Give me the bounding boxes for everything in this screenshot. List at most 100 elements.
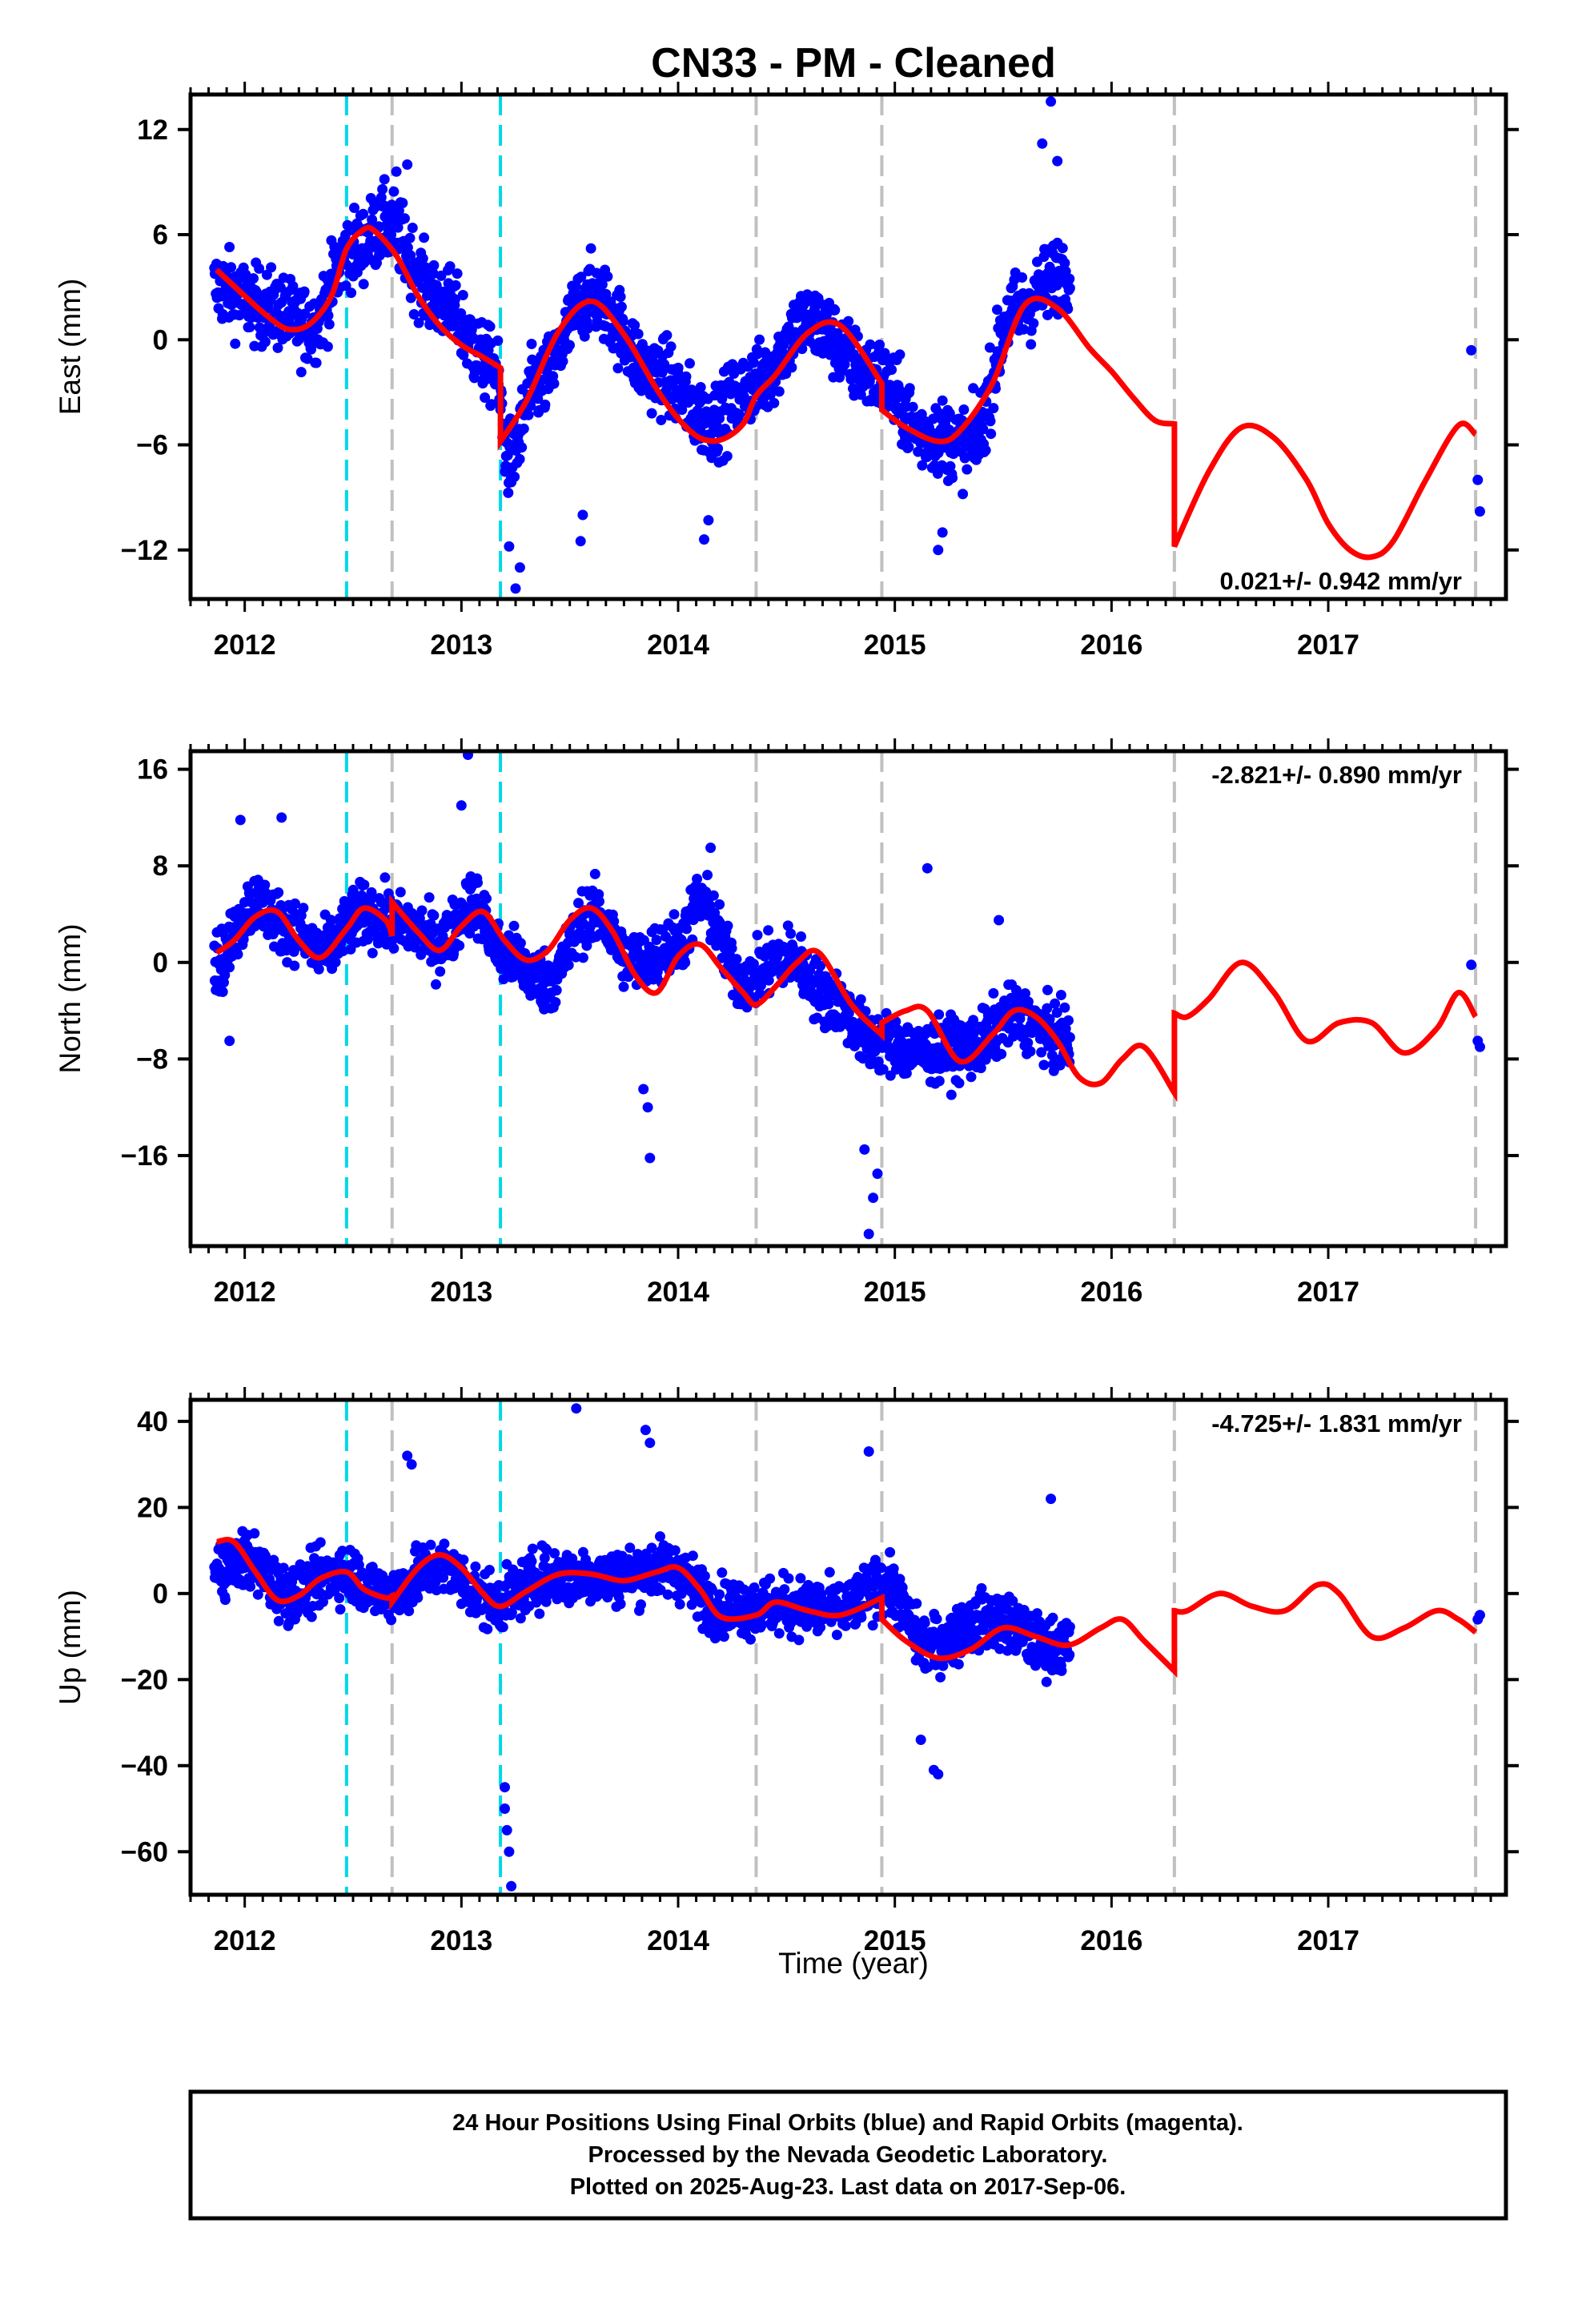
data-point (509, 471, 520, 482)
data-point (856, 1612, 867, 1623)
data-point (840, 1620, 851, 1631)
data-point (481, 893, 492, 904)
data-point (877, 1063, 889, 1075)
data-point (703, 515, 714, 526)
data-point (726, 943, 737, 954)
data-point (575, 536, 586, 547)
data-point (514, 562, 525, 573)
data-point (815, 960, 826, 971)
data-point (831, 1630, 842, 1640)
data-point (379, 174, 390, 185)
x-tick-label: 2014 (647, 1277, 709, 1308)
data-point (932, 468, 943, 479)
data-point (655, 1531, 665, 1542)
data-point (673, 362, 684, 373)
data-point (315, 1587, 326, 1598)
data-point (687, 1550, 698, 1562)
data-point (934, 1076, 945, 1087)
data-point (674, 1598, 685, 1610)
data-point (259, 336, 271, 348)
velocity-label: 0.021+/- 0.942 mm/yr (1220, 567, 1462, 595)
x-tick-label: 2013 (430, 629, 492, 661)
data-point (1037, 138, 1048, 149)
data-point (359, 879, 370, 891)
data-point (362, 934, 373, 945)
data-point (266, 262, 277, 273)
data-point (379, 872, 391, 883)
data-point (407, 223, 418, 233)
data-point (573, 898, 584, 909)
data-point (722, 920, 733, 931)
data-point (1018, 324, 1030, 335)
data-point (721, 451, 733, 462)
data-point (550, 997, 561, 1007)
data-point (876, 1562, 887, 1574)
data-point (731, 954, 742, 965)
data-point (224, 962, 235, 973)
data-point (388, 943, 400, 954)
data-point (480, 392, 491, 403)
data-point (534, 1608, 545, 1619)
data-point (391, 166, 402, 177)
data-point (518, 423, 529, 434)
data-point (463, 751, 473, 760)
data-point (1059, 1002, 1070, 1013)
x-tick-label: 2016 (1080, 629, 1142, 661)
data-point (933, 545, 944, 556)
data-point (1026, 339, 1037, 350)
data-point (958, 404, 970, 415)
y-tick-label: −16 (121, 1140, 168, 1172)
velocity-label: -2.821+/- 0.890 mm/yr (1211, 761, 1462, 789)
data-point (656, 415, 667, 425)
data-point (907, 401, 918, 412)
data-point (404, 1606, 415, 1617)
data-point (692, 405, 703, 416)
x-tick-label: 2014 (647, 629, 709, 661)
data-point (239, 897, 250, 908)
data-point (400, 213, 410, 224)
data-point (392, 222, 404, 233)
data-point (349, 203, 359, 213)
data-point (306, 1611, 317, 1622)
model-curve (215, 224, 1478, 561)
data-point (330, 957, 341, 967)
data-point (661, 330, 673, 341)
data-point (408, 309, 420, 320)
data-point (259, 879, 271, 891)
data-point (337, 1546, 348, 1557)
data-point (825, 1616, 837, 1627)
data-point (424, 892, 435, 903)
data-point (1017, 272, 1028, 283)
data-point (954, 1078, 965, 1088)
data-point (226, 262, 237, 273)
data-point (795, 1573, 806, 1584)
data-point (748, 357, 759, 368)
data-point (629, 320, 640, 331)
data-point (646, 408, 657, 419)
x-tick-label: 2016 (1080, 1277, 1142, 1308)
data-point (632, 328, 644, 340)
data-point (425, 1539, 436, 1550)
data-point (749, 1582, 760, 1593)
data-point (759, 951, 770, 962)
y-tick-label: 8 (153, 850, 168, 882)
data-point (659, 359, 670, 370)
data-point (1042, 1003, 1053, 1014)
data-point (596, 279, 608, 290)
data-point (934, 1009, 945, 1020)
data-point (600, 288, 612, 300)
data-point (252, 1589, 263, 1600)
data-point (984, 342, 995, 353)
x-tick-label: 2012 (214, 629, 276, 661)
data-point (903, 441, 914, 452)
data-point (1036, 1047, 1047, 1058)
data-point (254, 263, 265, 274)
data-point (986, 428, 997, 440)
data-point (988, 987, 999, 999)
data-point (985, 416, 996, 427)
data-point (506, 1607, 517, 1618)
data-point (616, 301, 627, 312)
data-point (1059, 258, 1070, 268)
